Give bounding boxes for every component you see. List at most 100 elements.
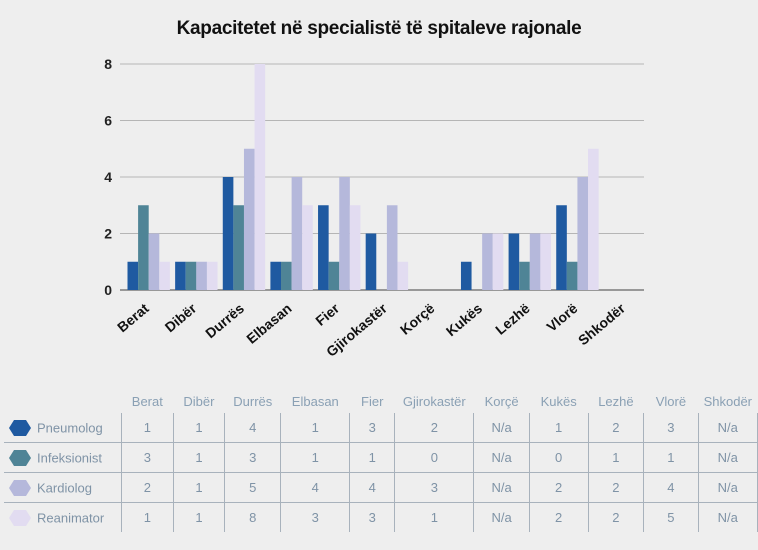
table-cell: 4 (643, 472, 699, 503)
table-column-header: Fier (361, 394, 384, 409)
table-row: Infeksionist 3 1 3 1 1 0 N/a 0 1 1 N/a (4, 442, 758, 473)
bar (159, 261, 170, 290)
legend-cell: Infeksionist (4, 442, 123, 473)
chart-title: Kapacitetet në specialistë të spitaleve … (176, 18, 582, 39)
table-column-header: Gjirokastër (402, 394, 466, 409)
x-tick-label: Lezhë (492, 300, 533, 338)
y-tick-label: 2 (104, 226, 112, 242)
bar (138, 205, 149, 290)
table-column-header: Vlorë (655, 394, 687, 409)
x-tick-label: Dibër (162, 300, 200, 336)
table-column-header: Korçë (484, 394, 519, 409)
x-tick-label: Kukës (443, 300, 486, 339)
table-cell: 2 (588, 413, 645, 443)
bar (492, 233, 504, 290)
legend-label: Kardiolog (37, 480, 92, 495)
table-cell: 5 (224, 472, 282, 503)
table-cell: 4 (224, 413, 282, 443)
legend-cell: Reanimator (4, 502, 123, 532)
x-tick-label: Durrës (202, 300, 247, 341)
table-cell: 1 (394, 502, 475, 532)
bar (577, 177, 589, 290)
table-cell: 4 (349, 472, 396, 503)
table-cell: 1 (173, 442, 226, 473)
table-cell: 1 (121, 413, 174, 443)
bar (556, 205, 567, 290)
x-tick-label: Berat (114, 300, 152, 335)
table-column-header: Shkodër (703, 394, 752, 409)
x-tick-label: Shkodër (575, 300, 629, 349)
table-cell: 2 (529, 472, 589, 503)
table-row: Kardiolog 2 1 5 4 4 3 N/a 2 2 4 N/a (4, 472, 758, 503)
table-column-header: Kukës (540, 394, 577, 409)
bar (397, 261, 409, 290)
table-cell: 3 (643, 413, 699, 443)
bar (302, 205, 313, 290)
bar (196, 261, 207, 290)
legend-swatch (9, 479, 31, 496)
table-cell: 3 (349, 413, 396, 443)
bar (339, 177, 350, 290)
table-cell: N/a (473, 472, 530, 503)
legend-hexagon-icon (9, 479, 31, 496)
legend-label: Pneumolog (37, 420, 103, 435)
table-column-header: Elbasan (291, 394, 339, 409)
table-cell: 1 (173, 413, 226, 443)
x-tick-label: Fier (312, 300, 342, 329)
bar (386, 205, 398, 290)
table-cell: 1 (588, 442, 645, 473)
bar (460, 261, 472, 290)
bar (318, 205, 329, 290)
table-column-header: Lezhë (598, 394, 634, 409)
table-cell: 3 (394, 472, 475, 503)
table-cell: 1 (529, 413, 589, 443)
bar (328, 261, 340, 290)
bar (254, 64, 266, 290)
table-cell: N/a (698, 502, 758, 532)
bar (148, 233, 160, 290)
bar (529, 233, 541, 290)
table-cell: N/a (698, 472, 758, 503)
table-cell: 1 (349, 442, 396, 473)
table-cell: 2 (121, 472, 174, 503)
legend-hexagon-icon (9, 449, 31, 466)
x-tick-label: Korçë (397, 300, 438, 338)
table-cell: 1 (173, 472, 226, 503)
table-column-header: Dibër (183, 394, 215, 409)
bar (175, 261, 186, 290)
bar (281, 261, 292, 290)
bar (127, 261, 139, 290)
table-cell: 2 (394, 413, 475, 443)
legend-swatch (9, 509, 31, 526)
legend-label: Infeksionist (37, 450, 103, 465)
table-cell: 2 (529, 502, 589, 532)
table-cell: 2 (588, 502, 645, 532)
table-cell: N/a (473, 413, 530, 443)
bar (508, 233, 520, 290)
bar (482, 233, 493, 290)
table-cell: 1 (121, 502, 174, 532)
table-row: Reanimator 1 1 8 3 3 1 N/a 2 2 5 N/a (4, 502, 758, 532)
table-header-row: Berat Dibër Durrës Elbasan Fier Gjirokastër Ko… (4, 390, 758, 413)
bar (270, 261, 282, 290)
y-tick-label: 4 (104, 169, 112, 185)
x-tick-label: Vlorë (543, 300, 580, 335)
bar (291, 177, 303, 290)
bar (588, 148, 599, 290)
bar (540, 233, 551, 290)
legend-hexagon-icon (9, 419, 31, 436)
table-cell: 3 (349, 502, 396, 532)
bar (349, 205, 361, 290)
table-cell: 3 (121, 442, 174, 473)
table-column-header: Durrës (233, 394, 273, 409)
y-tick-label: 0 (104, 282, 112, 298)
table-cell: 1 (280, 413, 351, 443)
data-table: Berat Dibër Durrës Elbasan Fier Gjirokastër Ko… (4, 390, 758, 532)
table-cell: N/a (473, 502, 530, 532)
table-cell: 1 (280, 442, 351, 473)
bar (222, 177, 234, 290)
table-corner (4, 390, 122, 413)
table-cell: N/a (698, 413, 758, 443)
table-cell: 0 (394, 442, 475, 473)
